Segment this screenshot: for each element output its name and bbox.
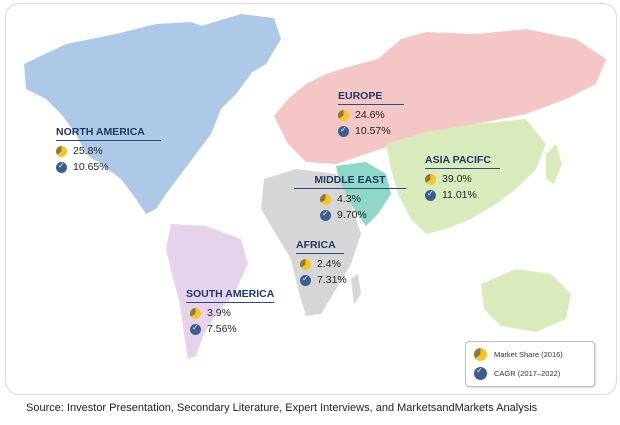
cagr-icon: [474, 366, 487, 380]
market-share-icon: [474, 348, 487, 361]
market-share: 4.3%: [320, 193, 406, 205]
region-name: ASIA PACIFC: [425, 154, 500, 169]
market-share: 2.4%: [300, 258, 347, 270]
cagr-value: 10.57%: [355, 125, 391, 137]
market-share: 25.8%: [56, 145, 161, 157]
region-name: SOUTH AMERICA: [186, 288, 274, 303]
market-share-value: 25.8%: [73, 145, 103, 157]
cagr-value: 7.56%: [207, 323, 237, 335]
asia-pacific-shape: [386, 119, 546, 234]
cagr: 10.57%: [338, 125, 404, 137]
cagr-icon: [190, 323, 201, 335]
world-map: [24, 14, 606, 359]
madagascar-shape: [351, 274, 361, 304]
cagr: 7.31%: [300, 274, 347, 286]
region-africa: AFRICA 2.4% 7.31%: [296, 239, 347, 286]
middle-east-shape: [336, 162, 391, 226]
market-share-icon: [425, 173, 436, 185]
market-share: 39.0%: [425, 173, 500, 185]
legend: Market Share (2016) CAGR (2017–2022): [465, 341, 595, 387]
market-share-icon: [300, 258, 311, 270]
cagr-icon: [300, 274, 311, 286]
region-europe: EUROPE 24.6% 10.57%: [338, 90, 404, 137]
legend-label: CAGR (2017–2022): [494, 369, 561, 378]
region-name: NORTH AMERICA: [56, 126, 161, 141]
region-asia-pacific: ASIA PACIFC 39.0% 11.01%: [425, 154, 500, 201]
market-share: 24.6%: [338, 109, 404, 121]
japan-shape: [546, 144, 562, 184]
region-north-america: NORTH AMERICA 25.8% 10.65%: [56, 126, 161, 173]
region-name: EUROPE: [338, 90, 404, 105]
cagr: 11.01%: [425, 189, 500, 201]
market-share-icon: [338, 109, 349, 121]
map-frame: NORTH AMERICA 25.8% 10.65% EUROPE 24.6% …: [5, 3, 617, 395]
market-share-value: 39.0%: [442, 173, 472, 185]
market-share-icon: [320, 193, 331, 205]
market-share-value: 4.3%: [337, 193, 361, 205]
cagr-icon: [425, 189, 436, 201]
south-america-shape: [166, 224, 248, 359]
region-middle-east: MIDDLE EAST 4.3% 9.70%: [294, 174, 406, 221]
legend-label: Market Share (2016): [494, 350, 563, 359]
cagr-icon: [320, 209, 331, 221]
cagr-value: 9.70%: [337, 209, 367, 221]
region-name: AFRICA: [296, 239, 344, 254]
cagr-value: 7.31%: [317, 274, 347, 286]
market-share-value: 24.6%: [355, 109, 385, 121]
cagr: 7.56%: [190, 323, 274, 335]
europe-shape: [274, 29, 606, 164]
cagr: 10.65%: [56, 161, 161, 173]
greenland-shape: [201, 14, 281, 76]
cagr-value: 10.65%: [73, 161, 109, 173]
cagr: 9.70%: [320, 209, 406, 221]
source-note: Source: Investor Presentation, Secondary…: [26, 402, 538, 414]
market-share-icon: [190, 307, 201, 319]
market-share-icon: [56, 145, 67, 157]
market-share: 3.9%: [190, 307, 274, 319]
market-share-value: 2.4%: [317, 258, 341, 270]
legend-item-market-share: Market Share (2016): [474, 348, 594, 361]
legend-item-cagr: CAGR (2017–2022): [474, 366, 594, 380]
market-share-value: 3.9%: [207, 307, 231, 319]
cagr-icon: [56, 161, 67, 173]
cagr-icon: [338, 125, 349, 137]
cagr-value: 11.01%: [442, 189, 477, 201]
north-america-shape: [24, 22, 256, 214]
australia-shape: [481, 269, 571, 332]
africa-shape: [261, 169, 361, 316]
region-south-america: SOUTH AMERICA 3.9% 7.56%: [186, 288, 274, 335]
region-name: MIDDLE EAST: [294, 174, 406, 189]
